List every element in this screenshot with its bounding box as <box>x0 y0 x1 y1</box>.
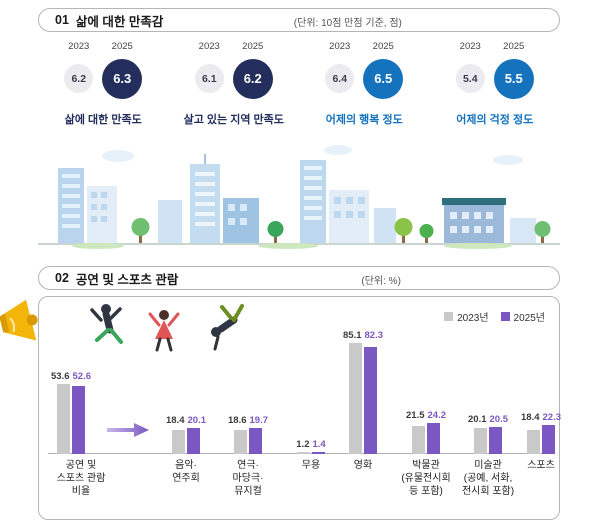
year-2025-label: 2025 <box>242 41 264 52</box>
bar-2023 <box>474 427 487 454</box>
bar-2025 <box>312 452 325 454</box>
bar-2025 <box>542 425 555 454</box>
value-2025: 82.3 <box>364 330 384 342</box>
section1-unit: (단위: 10점 만점 기준, 점) <box>293 18 402 29</box>
legend-label: 2023년 <box>457 313 489 324</box>
value-2025: 52.6 <box>72 371 92 383</box>
value-2025: 24.2 <box>427 409 447 421</box>
cityscape-graphic <box>38 145 560 249</box>
bar-pair-4: 85.1 82.3 <box>343 330 383 454</box>
score-group-label: 살고 있는 지역 만족도 <box>183 114 284 126</box>
bar-pair-3: 1.2 1.4 <box>296 439 326 454</box>
category-label-5: 박물관 (유물전시회 등 포함) <box>401 460 451 497</box>
value-2023: 21.5 <box>406 409 425 421</box>
performance-chart-panel: 2023년 2025년 53.6 52.6 공연 및 스포츠 관람 비율 18.4 20.… <box>38 296 561 520</box>
section2-title: 공연 및 스포츠 관람 <box>75 272 179 287</box>
score-circle-2023: 6.4 <box>325 64 355 93</box>
value-2025: 19.7 <box>249 415 269 427</box>
value-2023: 1.2 <box>296 439 310 451</box>
section2-number: 02 <box>55 271 69 285</box>
dancers-graphic <box>90 304 244 352</box>
score-circle-2025: 6.2 <box>232 58 273 99</box>
category-label-4: 영화 <box>353 460 373 471</box>
legend-swatch <box>500 312 510 321</box>
value-2023: 18.4 <box>521 412 540 424</box>
category-label-2: 연극· 마당극· 뮤지컬 <box>232 460 264 497</box>
category-label-1: 음악· 연주회 <box>172 460 200 484</box>
value-2023: 20.1 <box>468 414 487 426</box>
megaphone-icon <box>0 298 42 352</box>
score-circle-2023: 5.4 <box>455 64 485 93</box>
bar-2023 <box>297 452 310 454</box>
legend-item: 2023년 <box>444 309 489 324</box>
city-illustration <box>38 140 560 258</box>
bar-2023 <box>172 430 185 454</box>
year-2025-label: 2025 <box>111 41 133 52</box>
bar-pair-0: 53.6 52.6 <box>51 371 91 454</box>
year-2025-label: 2025 <box>372 41 394 52</box>
score-group-1: 2023 6.1 2025 6.2 살고 있는 지역 만족도 <box>169 40 300 138</box>
year-2023-label: 2023 <box>329 41 351 52</box>
section1-title: 삶에 대한 만족감 <box>75 14 164 29</box>
bar-2025 <box>187 427 200 454</box>
bar-2023 <box>234 429 247 454</box>
bar-2025 <box>427 422 440 454</box>
score-circle-2023: 6.1 <box>194 64 224 93</box>
year-2023-label: 2023 <box>459 41 481 52</box>
category-label-0: 공연 및 스포츠 관람 비율 <box>56 460 106 497</box>
bar-2025 <box>489 427 502 454</box>
value-2025: 22.3 <box>542 412 562 424</box>
category-label-7: 스포츠 <box>527 460 555 471</box>
satisfaction-score-groups: 2023 6.2 2025 6.3 삶에 대한 만족도 2023 6.1 2025 6.2 살고 … <box>38 40 560 138</box>
bar-2023 <box>349 343 362 454</box>
score-group-0: 2023 6.2 2025 6.3 삶에 대한 만족도 <box>38 40 169 138</box>
score-circle-2025: 6.3 <box>102 58 143 99</box>
bar-pair-7: 18.4 22.3 <box>521 412 561 454</box>
legend-item: 2025년 <box>500 309 545 324</box>
chart-legend: 2023년 2025년 <box>444 309 545 324</box>
bar-2023 <box>57 384 70 454</box>
bar-2025 <box>249 428 262 454</box>
category-label-6: 미술관 (공예, 서화, 전시회 포함) <box>461 460 515 497</box>
value-2025: 1.4 <box>312 439 326 451</box>
score-group-label: 어제의 걱정 정도 <box>456 114 534 126</box>
score-group-label: 삶에 대한 만족도 <box>64 114 142 126</box>
arrow-icon <box>105 421 151 444</box>
score-circle-2025: 5.5 <box>493 58 534 99</box>
score-circle-2023: 6.2 <box>64 64 94 93</box>
score-circle-2025: 6.5 <box>363 58 404 99</box>
score-group-2: 2023 6.4 2025 6.5 어제의 행복 정도 <box>299 40 430 138</box>
section2-header: 02 공연 및 스포츠 관람 (단위: %) <box>38 266 560 290</box>
bar-2023 <box>527 430 540 454</box>
dancing-people-illustration <box>84 299 254 363</box>
value-2025: 20.1 <box>187 414 207 426</box>
score-group-3: 2023 5.4 2025 5.5 어제의 걱정 정도 <box>430 40 561 138</box>
bar-pair-5: 21.5 24.2 <box>406 410 446 454</box>
category-label-3: 무용 <box>301 460 321 471</box>
bar-2025 <box>72 385 85 454</box>
year-2023-label: 2023 <box>68 41 90 52</box>
section1-header: 01 삶에 대한 만족감 (단위: 10점 만점 기준, 점) <box>38 8 560 32</box>
section1-number: 01 <box>55 13 69 27</box>
legend-swatch <box>444 312 454 321</box>
section2-unit: (단위: %) <box>361 276 401 287</box>
year-2023-label: 2023 <box>198 41 220 52</box>
bar-2023 <box>412 426 425 454</box>
value-2023: 85.1 <box>343 330 362 342</box>
value-2023: 18.4 <box>166 414 185 426</box>
score-group-label: 어제의 행복 정도 <box>325 114 403 126</box>
bar-2025 <box>364 347 377 454</box>
bar-chart: 53.6 52.6 공연 및 스포츠 관람 비율 18.4 20.1 음악· 연주회 18.… <box>39 297 561 519</box>
legend-label: 2025년 <box>513 313 545 324</box>
value-2023: 18.6 <box>228 415 247 427</box>
year-2025-label: 2025 <box>503 41 525 52</box>
bar-pair-6: 20.1 20.5 <box>468 414 508 454</box>
bar-pair-2: 18.6 19.7 <box>228 415 268 454</box>
value-2025: 20.5 <box>489 414 509 426</box>
bar-pair-1: 18.4 20.1 <box>166 415 206 454</box>
value-2023: 53.6 <box>51 371 70 383</box>
